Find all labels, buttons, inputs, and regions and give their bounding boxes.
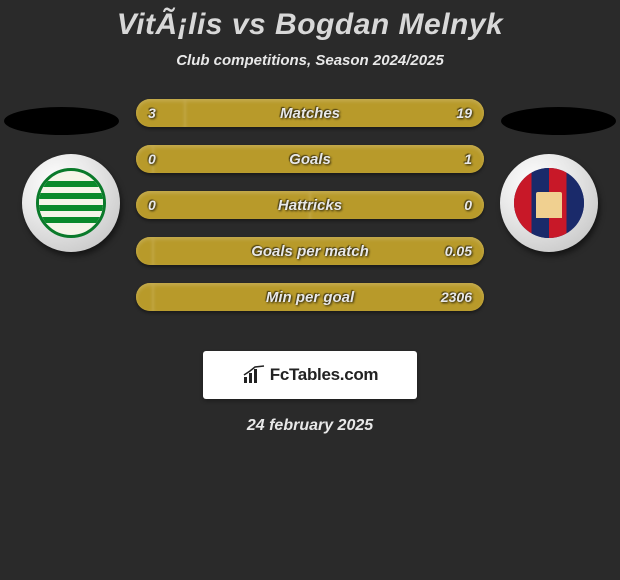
stat-bars: 3 19 Matches 0 1 Goals 0 0 Hattricks 0.05 Goals pe… [136,99,484,311]
source-logo: FcTables.com [203,351,417,399]
bar-value-right: 2306 [441,289,472,305]
player-left-name: VitÃ¡lis [117,8,223,41]
shadow-ellipse-right [501,107,616,135]
bar-fill-left [136,237,153,265]
bar-value-left: 0 [148,197,156,213]
team-badge-right [500,154,598,252]
subtitle: Club competitions, Season 2024/2025 [0,52,620,69]
bar-value-right: 0.05 [445,243,472,259]
team-crest-videoton [514,168,584,238]
bar-fill-left [136,283,153,311]
vs-text: vs [232,8,266,41]
team-badge-left [22,154,120,252]
bar-label: Min per goal [266,289,354,306]
stat-bar: 0 1 Goals [136,145,484,173]
stat-bar: 0 0 Hattricks [136,191,484,219]
source-logo-text: FcTables.com [270,365,379,385]
bar-fill-left [136,99,185,127]
page-title: VitÃ¡lis vs Bogdan Melnyk [0,0,620,42]
stats-area: 3 19 Matches 0 1 Goals 0 0 Hattricks 0.05 Goals pe… [0,99,620,329]
bar-label: Hattricks [278,197,342,214]
stat-bar: 0.05 Goals per match [136,237,484,265]
team-crest-eto [36,168,106,238]
bar-value-right: 19 [456,105,472,121]
date-text: 24 february 2025 [0,417,620,435]
chart-icon [242,365,266,385]
shadow-ellipse-left [4,107,119,135]
bar-value-left: 0 [148,151,156,167]
bar-value-right: 1 [464,151,472,167]
stat-bar: 2306 Min per goal [136,283,484,311]
player-right-name: Bogdan Melnyk [275,8,503,41]
comparison-card: VitÃ¡lis vs Bogdan Melnyk Club competiti… [0,0,620,580]
bar-label: Goals per match [251,243,369,260]
bar-label: Matches [280,105,340,122]
stat-bar: 3 19 Matches [136,99,484,127]
bar-label: Goals [289,151,331,168]
bar-value-left: 3 [148,105,156,121]
bar-value-right: 0 [464,197,472,213]
